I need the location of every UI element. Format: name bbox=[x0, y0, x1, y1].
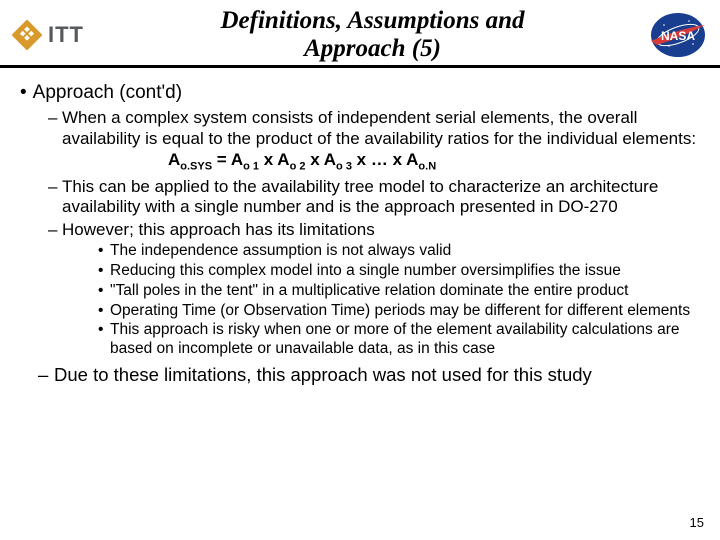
level1-text: Approach (cont'd) bbox=[33, 82, 182, 103]
page-number: 15 bbox=[690, 515, 704, 530]
level1-bullet: • Approach (cont'd) bbox=[20, 82, 700, 104]
bullet-dot-icon: • bbox=[98, 282, 110, 301]
bullet-dot-icon: • bbox=[98, 242, 110, 261]
level2-text: When a complex system consists of indepe… bbox=[62, 108, 700, 149]
level3-text: This approach is risky when one or more … bbox=[110, 321, 700, 359]
dash-icon: – bbox=[48, 220, 62, 241]
level2-text: However; this approach has its limitatio… bbox=[62, 220, 700, 241]
bullet-dot-icon: • bbox=[98, 321, 110, 359]
itt-diamond-icon bbox=[12, 20, 42, 50]
level3-item: •Reducing this complex model into a sing… bbox=[98, 262, 700, 281]
level3-text: "Tall poles in the tent" in a multiplica… bbox=[110, 282, 700, 301]
dash-icon: – bbox=[48, 108, 62, 149]
level3-text: Reducing this complex model into a singl… bbox=[110, 262, 700, 281]
level3-item: •"Tall poles in the tent" in a multiplic… bbox=[98, 282, 700, 301]
slide-title: Definitions, Assumptions and Approach (5… bbox=[97, 7, 648, 62]
bullet-dot-icon: • bbox=[98, 302, 110, 321]
dash-icon: – bbox=[48, 177, 62, 218]
bullet-dot-icon: • bbox=[20, 82, 27, 103]
itt-text: ITT bbox=[48, 22, 84, 48]
itt-logo: ITT bbox=[12, 15, 97, 55]
level2-final-text: Due to these limitations, this approach … bbox=[54, 363, 592, 386]
level2-group: – When a complex system consists of inde… bbox=[20, 108, 700, 359]
nasa-text: NASA bbox=[661, 29, 695, 43]
nasa-logo: NASA bbox=[648, 11, 708, 59]
level2-final-item: – Due to these limitations, this approac… bbox=[20, 363, 700, 386]
title-line-1: Definitions, Assumptions and bbox=[220, 7, 524, 34]
level2-item: – This can be applied to the availabilit… bbox=[48, 177, 700, 218]
level3-item: •Operating Time (or Observation Time) pe… bbox=[98, 302, 700, 321]
level3-text: Operating Time (or Observation Time) per… bbox=[110, 302, 700, 321]
slide-header: ITT Definitions, Assumptions and Approac… bbox=[0, 0, 720, 68]
bullet-dot-icon: • bbox=[98, 262, 110, 281]
level3-text: The independence assumption is not alway… bbox=[110, 242, 700, 261]
level3-item: •This approach is risky when one or more… bbox=[98, 321, 700, 359]
availability-formula: Ao.SYS = Ao 1 x Ao 2 x Ao 3 x … x Ao.N bbox=[48, 149, 700, 174]
level3-item: •The independence assumption is not alwa… bbox=[98, 242, 700, 261]
title-line-2: Approach (5) bbox=[304, 35, 441, 62]
level3-group: •The independence assumption is not alwa… bbox=[48, 242, 700, 359]
level2-item: – When a complex system consists of inde… bbox=[48, 108, 700, 149]
level2-item: – However; this approach has its limitat… bbox=[48, 220, 700, 241]
slide-body: • Approach (cont'd) – When a complex syst… bbox=[0, 68, 720, 386]
dash-icon: – bbox=[38, 363, 54, 386]
level2-text: This can be applied to the availability … bbox=[62, 177, 700, 218]
